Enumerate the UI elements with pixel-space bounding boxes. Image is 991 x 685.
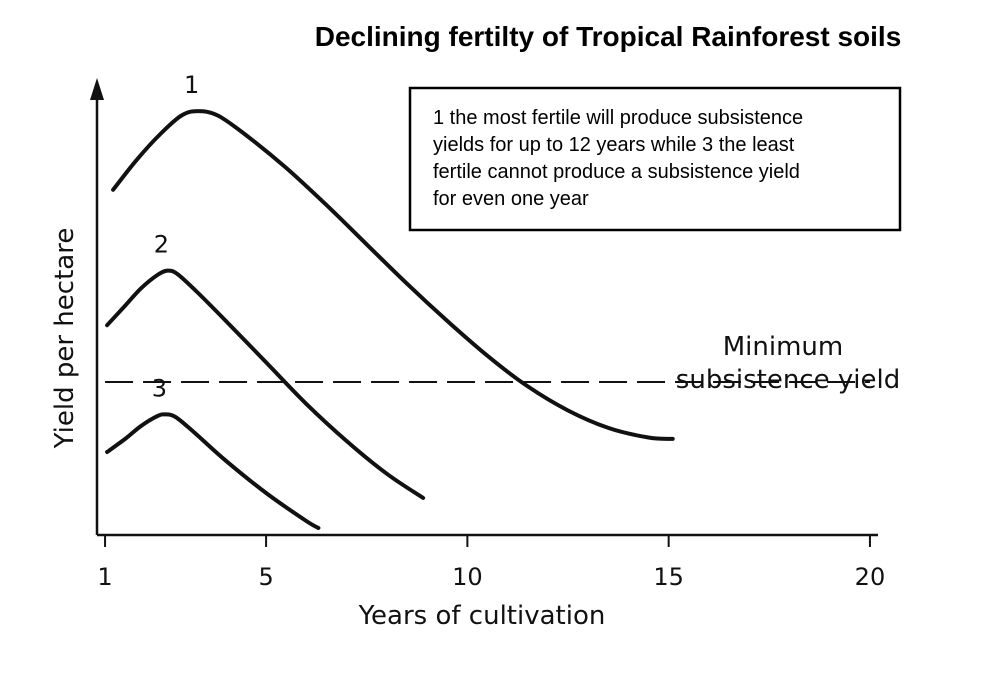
threshold: Minimum subsistence yield [105, 332, 900, 395]
x-tick-label-20: 20 [855, 563, 886, 591]
x-tick-label-15: 15 [653, 563, 684, 591]
series-line-1 [111, 109, 675, 441]
x-axis-label: Years of cultivation [358, 601, 606, 631]
series-line-3 [105, 412, 321, 530]
series-label-2: 2 [154, 231, 169, 259]
threshold-label-line-1: Minimum [723, 332, 844, 362]
chart-title: Declining fertilty of Tropical Rainfores… [315, 21, 902, 52]
x-tick-label-1: 1 [97, 563, 112, 591]
note-border [408, 86, 902, 232]
note-line-2: yields for up to 12 years while 3 the le… [433, 134, 795, 156]
series-layer: 1 2 3 [105, 71, 675, 530]
note-line-4: for even one year [433, 188, 589, 210]
y-axis-label: Yield per hectare [50, 228, 80, 450]
x-tick-label-5: 5 [258, 563, 273, 591]
y-axis: Yield per hectare [50, 78, 104, 535]
note-box: 1 the most fertile will produce subsiste… [408, 86, 902, 232]
note-line-3: fertile cannot produce a subsistence yie… [433, 161, 800, 183]
note-line-1: 1 the most fertile will produce subsiste… [433, 107, 803, 129]
threshold-label-line-2: subsistence yield [676, 365, 900, 395]
x-tick-label-10: 10 [452, 563, 483, 591]
y-axis-arrow [90, 78, 104, 100]
x-ticks: 1 5 10 15 20 [97, 535, 885, 591]
series-label-1: 1 [184, 71, 199, 99]
series-line-2 [105, 268, 426, 500]
x-axis: 1 5 10 15 20 Years of cultivation [97, 533, 885, 631]
series-label-3: 3 [152, 374, 167, 402]
